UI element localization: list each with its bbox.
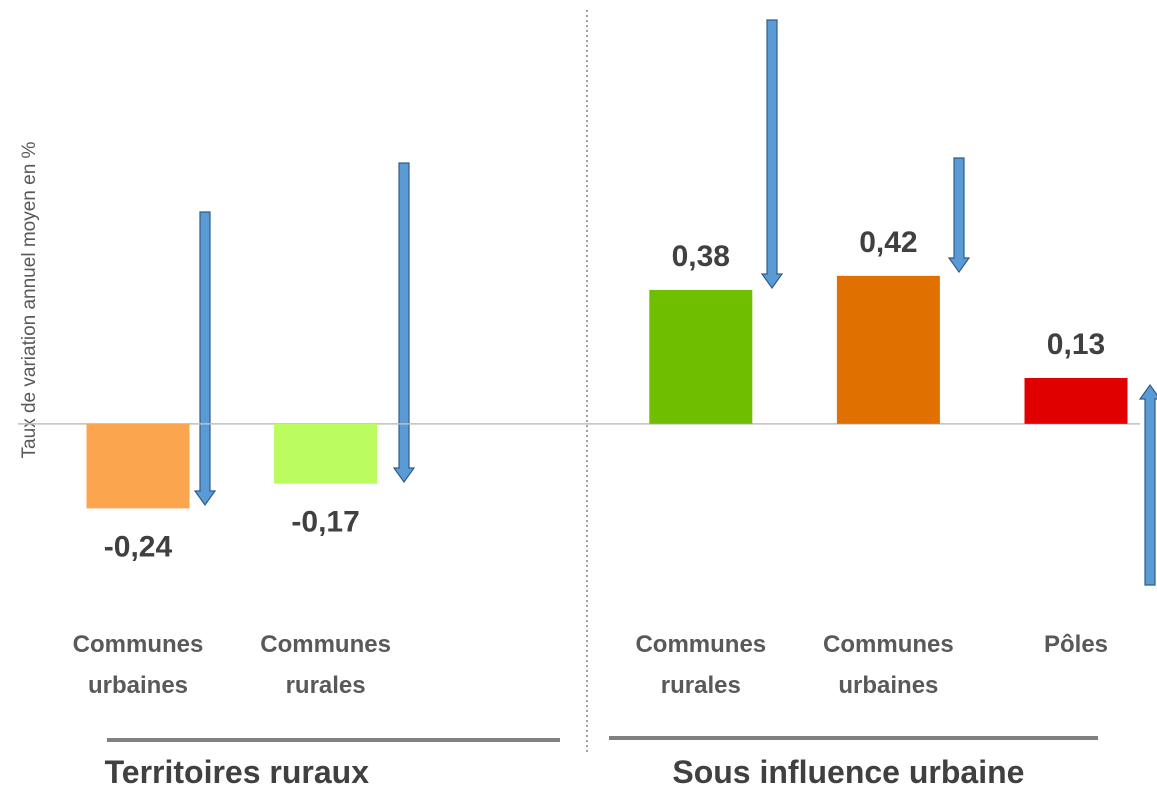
bar xyxy=(86,423,190,509)
x-tick-label: Communes rurales xyxy=(260,631,391,699)
x-tick-label: Communes urbaines xyxy=(823,631,954,699)
value-label: -0,24 xyxy=(104,530,173,563)
bar xyxy=(649,289,753,424)
arrows xyxy=(193,19,1157,586)
value-label: -0,17 xyxy=(291,506,359,539)
x-tick-label: Communes urbaines xyxy=(72,631,204,699)
arrow xyxy=(947,157,971,274)
x-tick-label: Communes rurales xyxy=(635,631,767,699)
bar xyxy=(836,275,940,424)
x-tick-label: Pôles xyxy=(1043,631,1109,658)
bar xyxy=(274,423,378,484)
group-label: Territoires ruraux xyxy=(104,754,369,790)
arrow xyxy=(193,211,217,507)
arrow xyxy=(760,19,784,290)
value-label: 0,13 xyxy=(1047,328,1105,361)
arrow xyxy=(392,162,416,484)
value-label: 0,42 xyxy=(859,226,917,259)
value-label: 0,38 xyxy=(672,240,730,273)
arrow xyxy=(1138,383,1157,586)
group-label: Sous influence urbaine xyxy=(672,754,1025,790)
bar xyxy=(1024,378,1128,424)
y-axis-label: Taux de variation annuel moyen en % xyxy=(19,141,40,458)
